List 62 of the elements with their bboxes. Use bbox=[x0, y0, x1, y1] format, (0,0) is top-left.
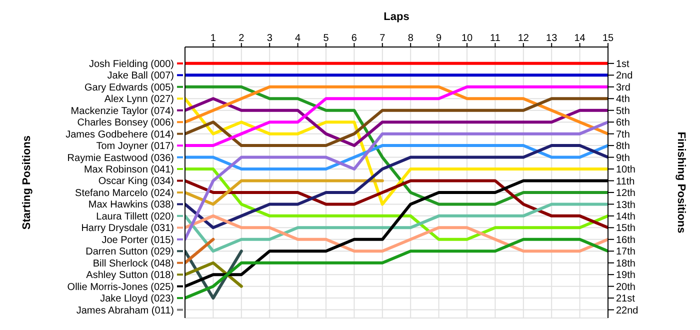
y-tick-label: 12th bbox=[616, 188, 636, 200]
y-tick-label: 20th bbox=[616, 282, 636, 293]
y-tick-label: 11th bbox=[616, 176, 635, 188]
y-tick-label: 13th bbox=[616, 200, 636, 211]
y-tick-label: 10th bbox=[616, 164, 636, 176]
x-tick-label: 1 bbox=[210, 33, 216, 44]
y-tick-label: 15th bbox=[616, 223, 636, 234]
x-tick-label: 10 bbox=[461, 33, 473, 44]
x-tick-label: 6 bbox=[351, 33, 358, 44]
legend-label: Alex Lynn (027) bbox=[104, 94, 174, 106]
legend-label: Tom Joyner (017) bbox=[96, 141, 174, 152]
legend-label: Stefano Marcelo (024) bbox=[75, 188, 174, 199]
legend-label: Raymie Eastwood (036) bbox=[67, 152, 174, 164]
y-tick-label: 3rd bbox=[616, 82, 630, 94]
x-tick-label: 5 bbox=[323, 33, 330, 44]
legend-label: Jake Lloyd (023) bbox=[100, 294, 174, 305]
legend-label: James Abraham (011) bbox=[76, 305, 174, 316]
x-tick-label: 11 bbox=[490, 33, 501, 44]
legend-label: Josh Fielding (000) bbox=[88, 58, 174, 70]
x-tick-label: 8 bbox=[408, 33, 414, 44]
legend-label: Ashley Sutton (018) bbox=[86, 270, 174, 282]
y-tick-label: 4th bbox=[616, 94, 630, 106]
y-tick-label: 14th bbox=[616, 211, 636, 222]
legend-label: Mackenzie Taylor (074) bbox=[70, 106, 174, 117]
y-tick-label: 21st bbox=[616, 294, 636, 305]
legend-label: Harry Drysdale (031) bbox=[81, 223, 174, 234]
x-tick-label: 2 bbox=[238, 33, 245, 44]
x-tick-label: 14 bbox=[574, 33, 586, 44]
x-axis-title: Laps bbox=[384, 10, 410, 23]
legend-label: Jake Ball (007) bbox=[107, 70, 174, 82]
legend-label: Ollie Morris-Jones (025) bbox=[67, 282, 174, 293]
legend-label: Max Robinson (041) bbox=[84, 164, 174, 176]
x-tick-label: 7 bbox=[380, 33, 386, 44]
y-tick-label: 2nd bbox=[616, 70, 633, 82]
y-tick-label: 19th bbox=[616, 270, 636, 282]
legend-label: James Godbehere (014) bbox=[66, 129, 174, 140]
legend-title: Starting Positions bbox=[20, 135, 33, 230]
y-tick-label: 18th bbox=[616, 258, 636, 270]
y-axis-title: Finishing Positions bbox=[675, 132, 688, 234]
y-tick-label: 16th bbox=[616, 234, 636, 246]
x-tick-label: 12 bbox=[518, 33, 530, 44]
y-tick-label: 22nd bbox=[616, 305, 638, 316]
y-tick-label: 1st bbox=[616, 58, 630, 70]
legend-label: Gary Edwards (005) bbox=[84, 82, 174, 94]
y-tick-label: 9th bbox=[616, 152, 630, 164]
y-tick-label: 7th bbox=[616, 129, 630, 140]
legend-label: Bill Sherlock (048) bbox=[92, 258, 174, 270]
legend-label: Max Hawkins (038) bbox=[88, 200, 174, 211]
y-tick-label: 17th bbox=[616, 246, 636, 258]
legend-label: Joe Porter (015) bbox=[102, 234, 174, 246]
legend-label: Laura Tillett (020) bbox=[96, 211, 174, 222]
x-tick-label: 13 bbox=[546, 33, 558, 44]
legend-label: Oscar King (034) bbox=[98, 176, 174, 188]
y-tick-label: 5th bbox=[616, 106, 630, 117]
x-tick-label: 3 bbox=[266, 33, 273, 44]
y-tick-label: 6th bbox=[616, 118, 630, 129]
x-tick-label: 9 bbox=[436, 33, 442, 44]
x-tick-label: 15 bbox=[602, 33, 614, 44]
x-tick-label: 4 bbox=[295, 33, 302, 44]
legend-label: Charles Bonsey (006) bbox=[77, 118, 174, 129]
legend-label: Darren Sutton (029) bbox=[86, 246, 174, 258]
y-tick-label: 8th bbox=[616, 141, 630, 152]
